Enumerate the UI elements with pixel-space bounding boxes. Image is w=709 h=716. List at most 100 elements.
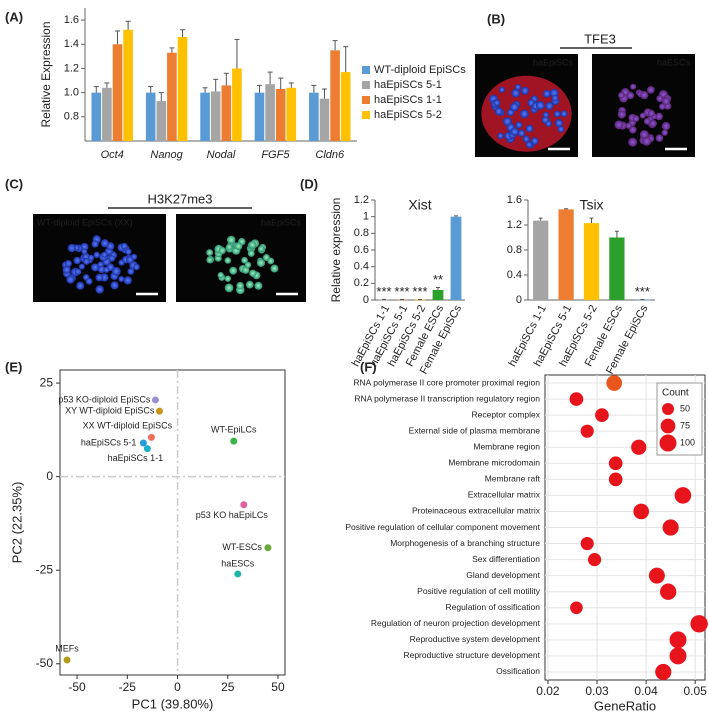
dot (608, 472, 623, 487)
cell-nucleus (517, 129, 526, 137)
cell-nucleus (498, 86, 506, 93)
cell-nucleus (206, 256, 213, 264)
point-label: haESCs (221, 558, 255, 568)
cell-nucleus (520, 109, 529, 119)
point (139, 439, 147, 447)
point-label: WT-EpiLCs (211, 424, 257, 434)
image-title: H3K27me3 (147, 191, 212, 206)
cell-nucleus (100, 239, 109, 248)
y-tick-label: 1 (363, 211, 369, 223)
category-label: Morphogenesis of a branching structure (390, 538, 540, 548)
cell-nucleus (514, 84, 522, 91)
category-label: External side of plasma membrane (409, 425, 541, 435)
cell-nucleus (241, 256, 248, 264)
bar (254, 92, 265, 141)
cell-nucleus (93, 251, 100, 259)
cell-nucleus (118, 276, 125, 283)
cell-nucleus (111, 266, 121, 276)
point-label: XY WT-diploid EpiSCs (65, 406, 155, 416)
y-tick-label: 0.8 (354, 227, 369, 239)
bar (112, 44, 123, 141)
cell-nucleus (661, 97, 671, 106)
cell-nucleus (82, 257, 90, 265)
bar (232, 68, 242, 141)
plot-area (59, 369, 286, 676)
cell-nucleus (249, 269, 257, 277)
y-tick-label: 1.2 (354, 194, 369, 206)
y-axis-label: Relative expression (329, 198, 343, 303)
dot (669, 647, 687, 665)
y-tick-label: 25 (40, 375, 54, 389)
category-label: Extracellular matrix (468, 490, 541, 500)
cell-nucleus (97, 265, 106, 274)
cell-nucleus (655, 112, 663, 121)
y-tick-label: 0.2 (354, 277, 369, 289)
cell-nucleus (123, 276, 132, 285)
dot (669, 631, 687, 649)
y-axis-label: PC2 (22.35%) (9, 482, 24, 564)
cell-nucleus (640, 91, 649, 100)
category-label: Membrane microdomain (448, 458, 540, 468)
cell-nucleus (554, 119, 564, 128)
dot (655, 663, 672, 681)
bar (330, 50, 340, 142)
point-label: haEpiSCs 5-1 (81, 437, 137, 447)
legend-dot (660, 418, 676, 434)
cell-nucleus (618, 92, 625, 99)
cell-nucleus (229, 266, 238, 275)
cell-nucleus (502, 117, 512, 126)
legend-title: Count (662, 388, 689, 399)
category-label: Gland development (466, 570, 540, 580)
panel-label: (B) (487, 11, 505, 26)
x-axis-label: GeneRatio (594, 698, 656, 713)
point (143, 445, 151, 453)
y-tick-label: 1.2 (64, 62, 79, 74)
point (230, 437, 238, 445)
panel-label: (A) (5, 9, 23, 24)
point (155, 407, 163, 415)
cell-nucleus (542, 89, 551, 98)
chart-title: Xist (408, 197, 431, 213)
image-label: haESCs (657, 57, 691, 67)
y-tick-label: -25 (36, 562, 54, 576)
bar (102, 87, 112, 141)
cell-nucleus (656, 95, 664, 103)
cell-nucleus (76, 281, 85, 290)
cell-nucleus (236, 281, 245, 290)
bar (167, 52, 177, 142)
point (234, 570, 242, 578)
bar (319, 98, 330, 141)
cell-nucleus (510, 127, 519, 136)
cell-nucleus (244, 261, 252, 269)
point-label: p53 KO-diploid EpiSCs (58, 394, 151, 404)
bar (275, 89, 286, 141)
legend-dot (661, 402, 675, 416)
cell-nucleus (560, 110, 568, 118)
y-tick-label: 0.4 (507, 269, 522, 281)
category-label: Regulation of neuron projection developm… (371, 618, 541, 628)
significance-label: *** (412, 284, 427, 299)
cell-nucleus (509, 102, 519, 112)
cell-nucleus (522, 135, 530, 143)
cell-nucleus (630, 83, 637, 90)
category-label: Reproductive system development (410, 634, 541, 644)
cell-nucleus (95, 285, 104, 294)
cell-nucleus (74, 268, 82, 276)
cell-nucleus (626, 91, 635, 100)
category-label: Positive regulation of cell motility (417, 586, 541, 596)
y-tick-label: 0.8 (64, 111, 79, 123)
legend-label: 50 (680, 403, 690, 413)
cell-nucleus (557, 125, 565, 133)
cell-nucleus (64, 259, 72, 268)
cell-nucleus (256, 258, 266, 267)
category-label: Reproductive structure development (403, 650, 540, 660)
bar (221, 85, 232, 141)
category-label: RNA polymerase II transcription regulato… (354, 393, 540, 403)
dot (674, 487, 692, 504)
bar (609, 237, 625, 300)
point-label: p53 KO haEpiLCs (196, 510, 269, 520)
cell-nucleus (110, 281, 119, 290)
y-tick-label: 1.6 (64, 14, 79, 26)
legend-label: haEpiSCs 5-1 (374, 79, 442, 91)
image-label: haEpiSCs (533, 57, 574, 67)
